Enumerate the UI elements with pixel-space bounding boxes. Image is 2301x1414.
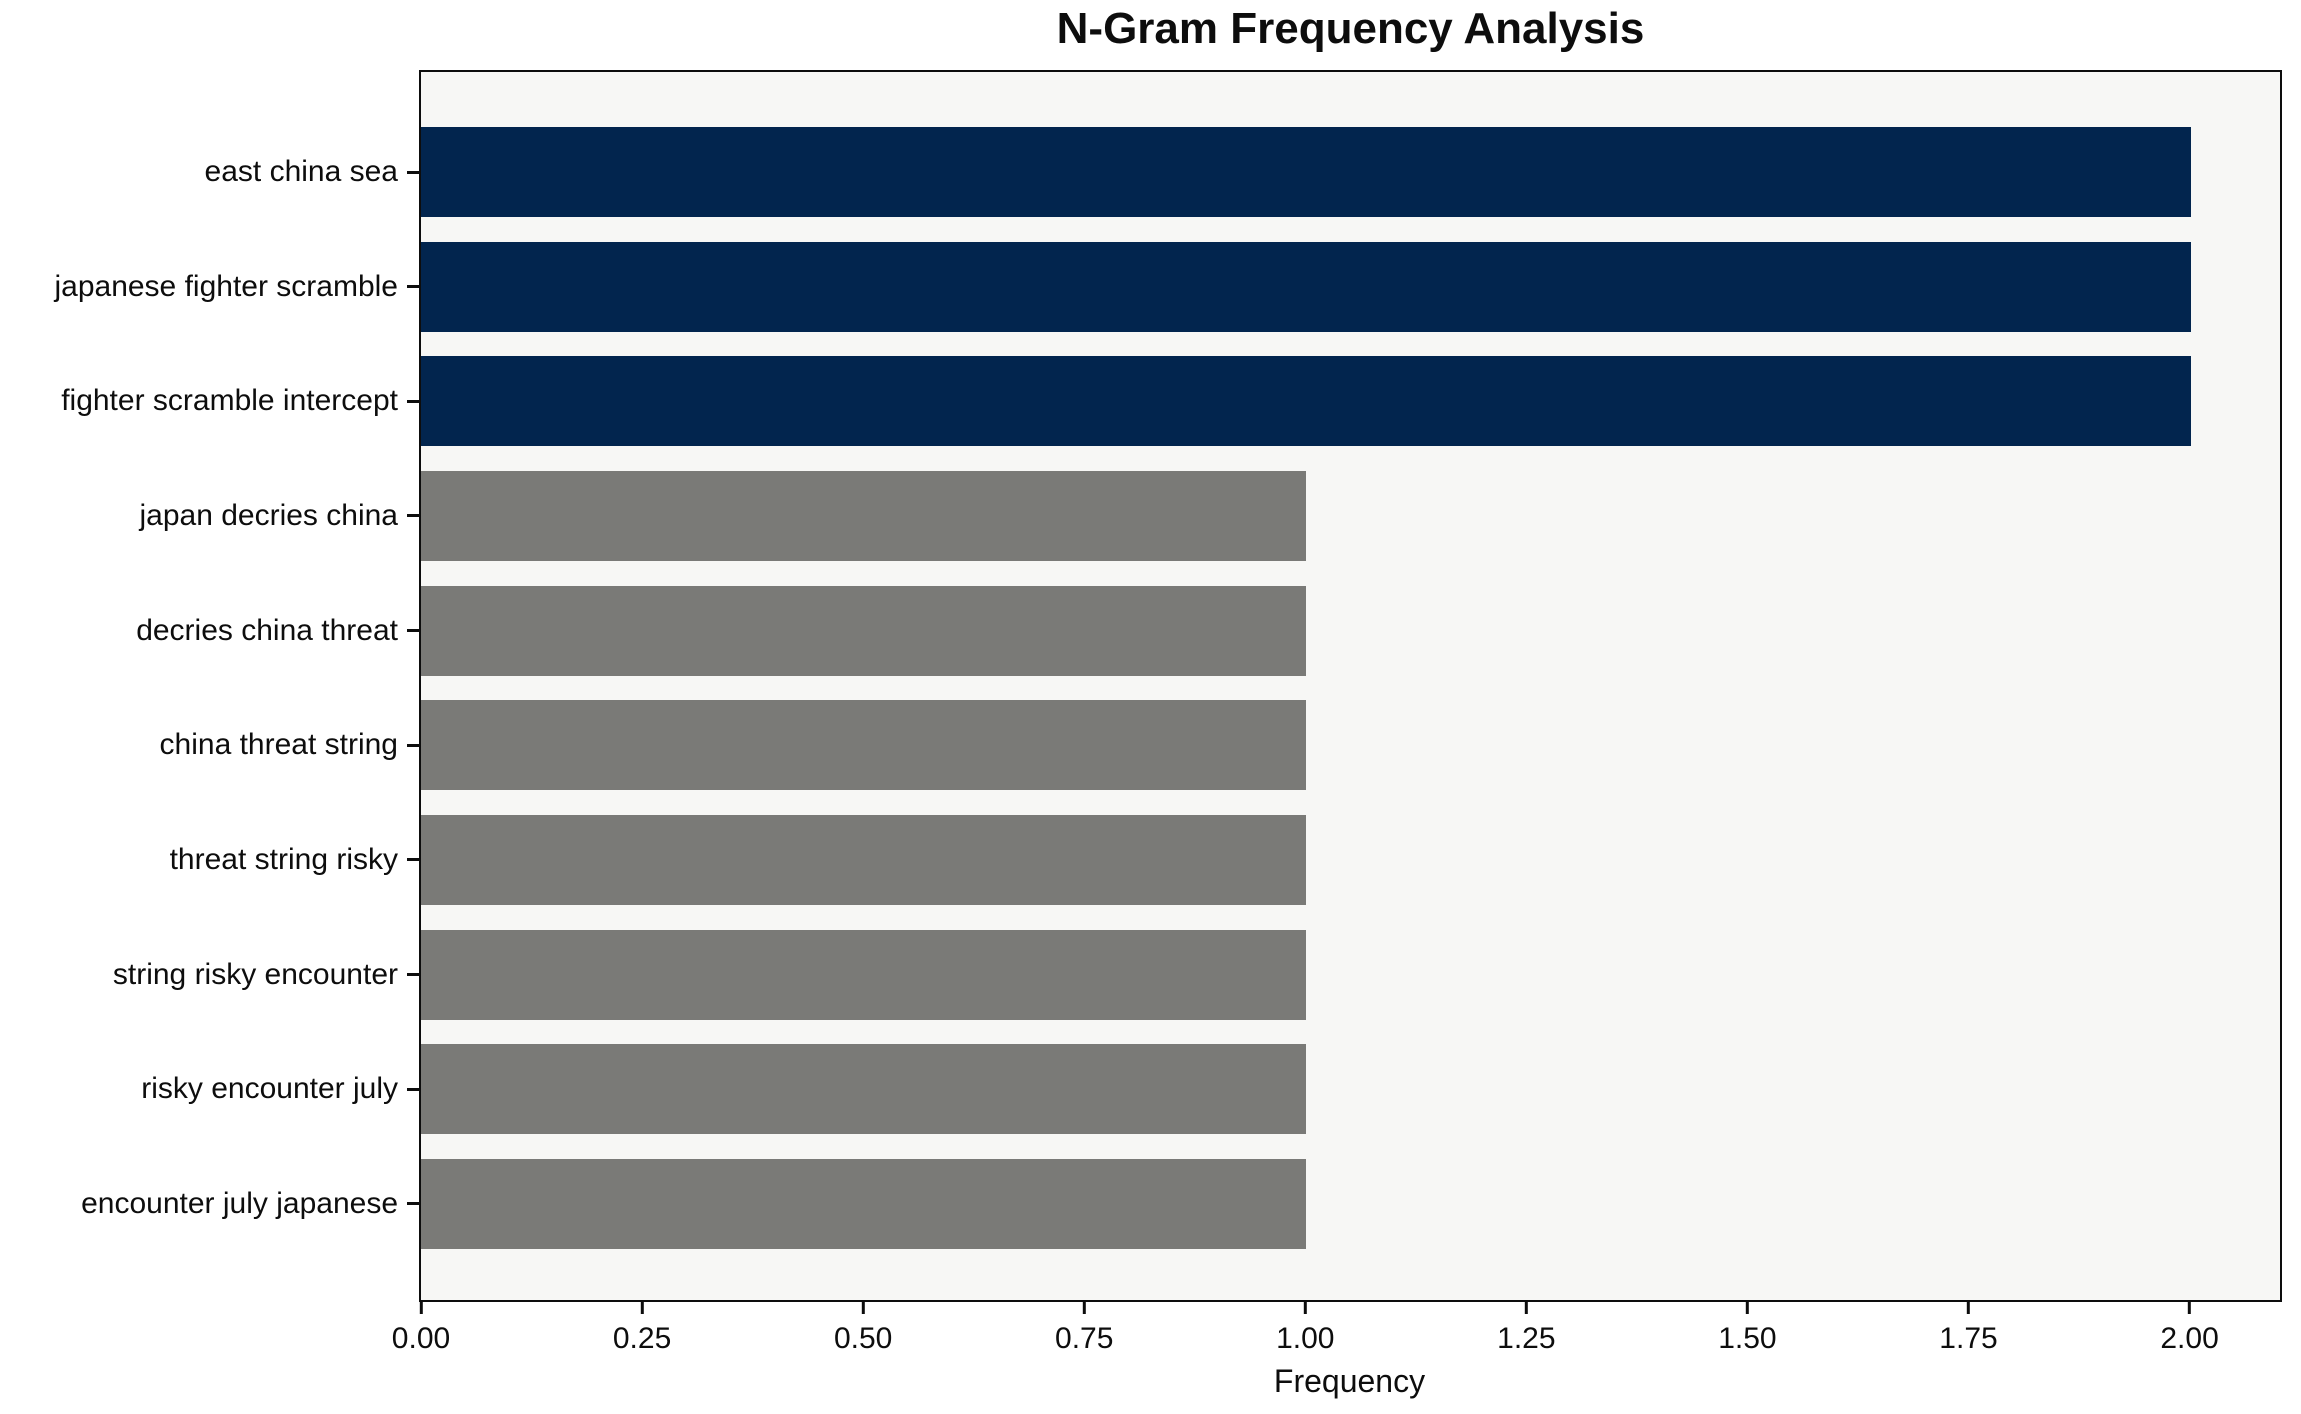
x-tick-label: 2.00 <box>2160 1322 2219 1355</box>
freq-bar <box>421 241 2192 332</box>
y-tick-mark <box>407 285 419 289</box>
y-label-row: decries china threat <box>0 586 419 676</box>
y-label-row: encounter july japanese <box>0 1159 419 1249</box>
x-tick: 0.25 <box>613 1302 671 1356</box>
y-tick-mark <box>407 170 419 174</box>
y-axis-label: threat string risky <box>169 842 398 876</box>
y-label-row: japan decries china <box>0 471 419 561</box>
freq-bar <box>421 700 1307 791</box>
x-tick-label: 1.50 <box>1718 1322 1777 1355</box>
y-axis-label: string risky encounter <box>112 957 398 991</box>
x-tick: 2.00 <box>2160 1302 2219 1356</box>
freq-bar <box>421 929 1307 1020</box>
x-tick-mark <box>640 1302 644 1314</box>
y-axis-label: risky encounter july <box>141 1072 398 1106</box>
x-tick-mark <box>2188 1302 2192 1314</box>
y-axis-label: encounter july japanese <box>81 1186 398 1220</box>
y-tick-mark <box>407 629 419 633</box>
plot-area <box>419 70 2282 1302</box>
bar-row <box>421 127 2280 217</box>
x-axis: 0.00 0.25 0.50 0.75 1.00 1.25 1.50 1.75 2.00 <box>392 1302 2278 1362</box>
bar-row <box>421 241 2280 332</box>
x-tick-label: 1.00 <box>1276 1322 1335 1355</box>
y-tick-mark <box>407 743 419 747</box>
x-tick: 1.00 <box>1276 1302 1334 1356</box>
x-tick-mark <box>1082 1302 1086 1314</box>
y-label-row: risky encounter july <box>0 1044 419 1134</box>
x-tick: 1.50 <box>1718 1302 1777 1356</box>
freq-bar <box>421 1044 1307 1135</box>
y-axis-label: decries china threat <box>136 613 398 647</box>
y-tick-mark <box>407 514 419 518</box>
y-axis-labels: east china sea japanese fighter scramble f… <box>0 70 419 1302</box>
x-tick-label: 1.25 <box>1497 1322 1556 1355</box>
x-tick-label: 0.25 <box>612 1322 672 1355</box>
y-tick-mark <box>407 858 419 862</box>
y-axis-label: east china sea <box>204 155 398 188</box>
y-tick-mark <box>407 973 419 977</box>
y-label-row: string risky encounter <box>0 930 419 1020</box>
y-label-row: threat string risky <box>0 815 419 905</box>
freq-bar <box>421 814 1307 905</box>
x-tick: 1.25 <box>1497 1302 1556 1356</box>
y-label-row: japanese fighter scramble <box>0 242 419 332</box>
freq-bar <box>421 470 1307 561</box>
x-tick: 0.00 <box>392 1302 450 1356</box>
bar-row <box>421 814 2280 905</box>
x-tick-mark <box>1524 1302 1528 1314</box>
x-tick-mark <box>1966 1302 1970 1314</box>
freq-bar <box>421 1158 1307 1249</box>
x-axis-label: Frequency <box>1273 1363 1426 1399</box>
freq-bar <box>421 127 2192 217</box>
x-tick-mark <box>1745 1302 1749 1314</box>
chart-title: N-Gram Frequency Analysis <box>1056 4 1645 53</box>
bar-row <box>421 356 2280 447</box>
bar-row <box>421 585 2280 676</box>
x-tick: 1.75 <box>1939 1302 1998 1356</box>
bar-row <box>421 700 2280 791</box>
x-tick-mark <box>1303 1302 1307 1314</box>
x-tick: 0.75 <box>1055 1302 1113 1356</box>
y-axis-label: china threat string <box>159 728 398 762</box>
x-tick: 0.50 <box>834 1302 892 1356</box>
y-axis-label: japan decries china <box>139 498 398 532</box>
x-tick-label: 0.75 <box>1055 1322 1114 1355</box>
y-label-row: east china sea <box>0 127 419 217</box>
bar-row <box>421 929 2280 1020</box>
y-axis-label: fighter scramble intercept <box>61 384 398 418</box>
bar-row <box>421 1044 2280 1135</box>
freq-bar <box>421 585 1307 676</box>
x-tick-label: 0.50 <box>833 1322 893 1355</box>
bar-row <box>421 470 2280 561</box>
bar-rows <box>421 72 2280 1300</box>
y-label-row: china threat string <box>0 700 419 790</box>
x-tick-mark <box>419 1302 423 1314</box>
x-tick-label: 1.75 <box>1939 1322 1998 1355</box>
x-tick-label: 0.00 <box>391 1322 451 1355</box>
x-tick-mark <box>861 1302 865 1314</box>
bar-row <box>421 1158 2280 1249</box>
y-tick-mark <box>407 399 419 403</box>
freq-bar <box>421 356 2192 447</box>
y-tick-mark <box>407 1087 419 1091</box>
y-tick-mark <box>407 1202 419 1206</box>
y-axis-label: japanese fighter scramble <box>54 269 398 303</box>
y-label-row: fighter scramble intercept <box>0 356 419 446</box>
